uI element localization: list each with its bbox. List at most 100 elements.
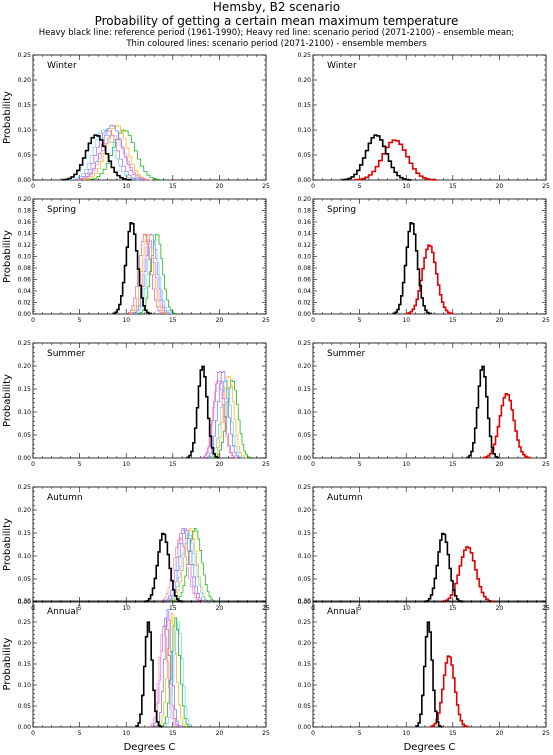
- y-tick-label: 0.20: [298, 196, 312, 203]
- x-tick-label: 0: [311, 183, 315, 190]
- member-series-line: [202, 371, 238, 459]
- season-label: Autumn: [327, 493, 363, 503]
- member-series-line: [69, 129, 139, 181]
- member-series-line: [164, 621, 194, 728]
- member-series-line: [82, 124, 153, 181]
- y-axis-label: Probability: [2, 374, 13, 427]
- member-series-line: [87, 129, 163, 181]
- member-series-line: [162, 528, 205, 603]
- panel-frame: [32, 600, 267, 728]
- x-tick-label: 0: [31, 317, 35, 324]
- member-series-line: [134, 239, 173, 315]
- x-tick-label: 0: [31, 461, 35, 468]
- y-tick-label: 0.20: [18, 77, 32, 84]
- x-tick-label: 10: [122, 730, 130, 737]
- y-tick-label: 0.18: [298, 208, 312, 215]
- y-tick-label: 0.00: [18, 724, 32, 731]
- y-tick-label: 0.06: [18, 277, 32, 284]
- y-tick-label: 0.05: [298, 576, 312, 583]
- y-axis-label: Probability: [2, 230, 13, 283]
- x-tick-label: 25: [262, 317, 270, 324]
- y-tick-label: 0.15: [18, 530, 32, 537]
- x-tick-label: 20: [496, 317, 504, 324]
- panel-frame: [312, 600, 547, 728]
- x-tick-label: 20: [496, 730, 504, 737]
- y-tick-label: 0.10: [18, 409, 32, 416]
- y-tick-label: 0.00: [298, 455, 312, 462]
- x-tick-label: 25: [262, 461, 270, 468]
- member-series-line: [201, 380, 238, 459]
- chart-title: Hemsby, B2 scenario: [212, 0, 341, 14]
- y-tick-label: 0.25: [298, 52, 312, 59]
- member-series-line: [157, 613, 187, 728]
- y-tick-label: 0.30: [18, 598, 32, 605]
- y-tick-label: 0.25: [18, 619, 32, 626]
- member-series-line: [208, 380, 245, 459]
- legend-note-1: Heavy black line: reference period (1961…: [38, 28, 515, 38]
- member-series-line: [155, 609, 183, 728]
- y-tick-label: 0.20: [18, 363, 32, 370]
- y-tick-label: 0.05: [18, 432, 32, 439]
- reference-series-line: [415, 621, 443, 728]
- x-tick-label: 10: [122, 317, 130, 324]
- y-tick-label: 0.20: [18, 640, 32, 647]
- y-tick-label: 0.25: [298, 340, 312, 347]
- x-tick-label: 15: [449, 605, 457, 612]
- reference-series-line: [61, 134, 132, 181]
- y-tick-label: 0.10: [18, 254, 32, 261]
- x-tick-label: 25: [542, 317, 550, 324]
- reference-series-line: [144, 532, 185, 603]
- y-tick-label: 0.00: [298, 177, 312, 184]
- reference-series-line: [424, 532, 465, 603]
- x-tick-label: 10: [122, 605, 130, 612]
- x-tick-label: 10: [402, 461, 410, 468]
- x-tick-label: 20: [216, 183, 224, 190]
- y-tick-label: 0.04: [298, 288, 312, 295]
- x-tick-label: 25: [262, 183, 270, 190]
- x-tick-label: 20: [496, 605, 504, 612]
- x-tick-label: 5: [358, 183, 362, 190]
- y-tick-label: 0.18: [18, 208, 32, 215]
- y-tick-label: 0.15: [298, 102, 312, 109]
- y-tick-label: 0.00: [298, 724, 312, 731]
- mean-series-line: [440, 546, 496, 603]
- y-tick-label: 0.02: [18, 300, 32, 307]
- member-series-line: [158, 537, 204, 603]
- y-tick-label: 0.05: [18, 576, 32, 583]
- y-axis-label: Probability: [2, 518, 13, 571]
- x-tick-label: 15: [169, 317, 177, 324]
- season-label: Winter: [47, 61, 77, 71]
- season-label: Summer: [47, 349, 85, 359]
- y-axis-label: Probability: [2, 637, 13, 690]
- x-tick-label: 10: [122, 461, 130, 468]
- y-tick-label: 0.10: [18, 127, 32, 134]
- x-tick-label: 15: [169, 183, 177, 190]
- x-tick-label: 25: [542, 183, 550, 190]
- y-tick-label: 0.00: [298, 599, 312, 606]
- x-tick-label: 5: [78, 183, 82, 190]
- y-tick-label: 0.15: [298, 661, 312, 668]
- x-tick-label: 15: [169, 730, 177, 737]
- x-tick-label: 0: [311, 730, 315, 737]
- member-series-line: [161, 617, 191, 728]
- x-tick-label: 10: [402, 605, 410, 612]
- x-tick-label: 25: [262, 730, 270, 737]
- member-series-line: [211, 375, 248, 459]
- y-tick-label: 0.00: [18, 177, 32, 184]
- panel-frame: [32, 486, 267, 603]
- reference-series-line: [466, 365, 500, 459]
- legend-note-2: Thin coloured lines: scenario period (20…: [126, 39, 427, 49]
- y-tick-label: 0.20: [298, 640, 312, 647]
- y-tick-label: 0.10: [298, 553, 312, 560]
- reference-series-line: [135, 621, 163, 728]
- member-series-line: [73, 129, 143, 181]
- x-tick-label: 20: [216, 605, 224, 612]
- reference-series-line: [186, 365, 220, 459]
- member-series-line: [165, 528, 207, 603]
- x-tick-label: 5: [78, 317, 82, 324]
- member-series-line: [130, 239, 170, 315]
- member-series-line: [213, 380, 252, 459]
- y-tick-label: 0.16: [298, 219, 312, 226]
- season-label: Summer: [327, 349, 365, 359]
